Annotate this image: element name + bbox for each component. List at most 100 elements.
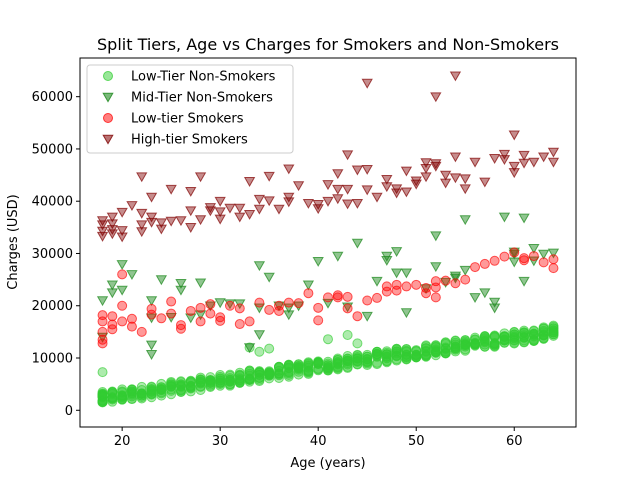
data-point [519, 253, 530, 264]
data-point [155, 224, 168, 235]
data-point [547, 157, 560, 168]
data-point [460, 344, 471, 355]
data-point [547, 248, 560, 259]
data-point [126, 321, 137, 332]
series-2 [96, 212, 560, 360]
data-point [400, 166, 413, 177]
x-tick-label: 20 [114, 434, 131, 449]
data-point [381, 281, 392, 292]
data-point [361, 185, 373, 196]
legend: Low-Tier Non-Smokers Mid-Tier Non-Smokers… [86, 64, 294, 154]
data-point [214, 298, 226, 309]
data-point [421, 349, 432, 360]
data-point [185, 186, 197, 197]
data-point [194, 310, 207, 321]
data-point [283, 164, 295, 175]
data-point [381, 174, 393, 185]
data-point [145, 350, 158, 360]
data-point [488, 297, 501, 308]
data-point [97, 326, 108, 337]
data-point [145, 340, 158, 351]
data-point [372, 292, 383, 303]
data-point [234, 319, 245, 330]
data-point [323, 362, 333, 373]
data-point [185, 223, 197, 233]
data-point [107, 392, 118, 403]
data-point [391, 346, 402, 357]
data-point [460, 274, 471, 285]
data-point [273, 361, 284, 372]
y-tick-label: 40000 [32, 195, 73, 210]
data-point [215, 371, 226, 382]
data-point [136, 172, 148, 183]
data-point [145, 217, 158, 228]
data-point [342, 353, 353, 364]
y-tick-label: 30000 [32, 247, 73, 262]
data-point [411, 352, 422, 363]
data-point [352, 311, 363, 322]
data-point [283, 192, 295, 203]
data-point [204, 203, 217, 214]
data-point [459, 265, 471, 276]
series-3 [97, 247, 559, 349]
data-point [243, 343, 256, 354]
data-point [469, 157, 481, 168]
data-point [401, 352, 412, 363]
data-point [175, 376, 186, 387]
data-point [254, 346, 265, 357]
data-point [155, 218, 168, 229]
data-point [126, 270, 138, 280]
data-point [323, 365, 333, 376]
plot-frame [79, 57, 577, 428]
data-point [244, 368, 255, 379]
data-point [342, 303, 353, 314]
data-point [449, 173, 462, 184]
data-point [381, 255, 393, 266]
data-point [97, 389, 108, 400]
data-point [107, 311, 118, 322]
data-point [341, 302, 354, 313]
data-point [253, 261, 266, 272]
data-point [194, 278, 207, 289]
data-point [136, 384, 147, 395]
data-point [440, 348, 451, 359]
data-point [400, 308, 413, 319]
data-point [420, 163, 432, 174]
data-point [156, 313, 167, 324]
data-point [341, 199, 354, 210]
data-point [273, 305, 284, 316]
data-point [528, 251, 539, 262]
data-point [106, 229, 119, 240]
legend-entry: Mid-Tier Non-Smokers [102, 91, 273, 106]
data-point [97, 367, 108, 378]
data-point [508, 161, 520, 172]
data-point [97, 316, 108, 327]
data-point [528, 157, 540, 168]
data-point [341, 150, 354, 161]
data-point [302, 199, 315, 209]
legend-box [86, 64, 294, 154]
data-point [194, 215, 207, 226]
data-point [117, 300, 128, 311]
data-point [273, 204, 285, 215]
data-point [205, 299, 216, 310]
data-point [391, 285, 402, 296]
data-point [234, 303, 245, 314]
data-point [537, 249, 550, 260]
data-point [106, 219, 119, 230]
data-point [107, 324, 118, 335]
data-point [508, 168, 520, 179]
data-point [528, 325, 539, 336]
data-point [470, 262, 481, 273]
data-point [322, 180, 334, 191]
legend-entry: High-tier Smokers [102, 133, 248, 148]
data-point [381, 346, 392, 357]
data-point [342, 330, 353, 341]
data-point [283, 362, 294, 373]
data-point [205, 379, 216, 390]
data-point [332, 184, 344, 195]
data-point [341, 184, 354, 195]
data-point [175, 323, 186, 334]
data-point [175, 216, 187, 227]
data-point [518, 276, 530, 287]
